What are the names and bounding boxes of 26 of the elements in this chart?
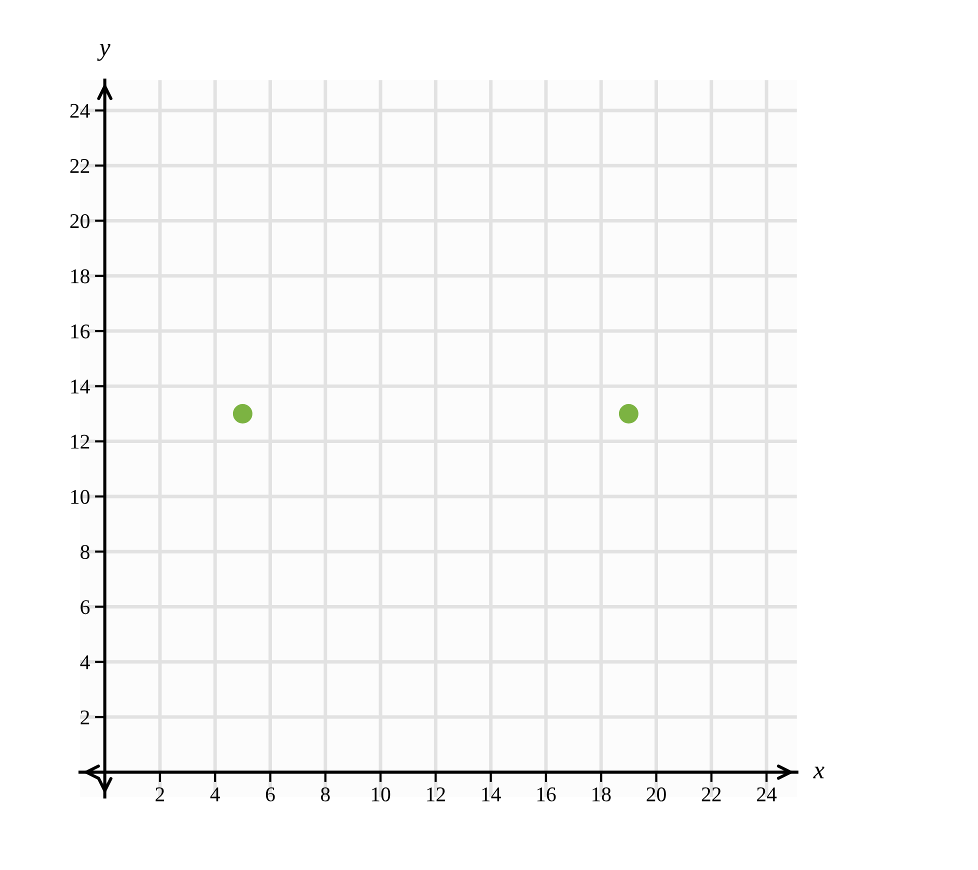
y-tick-label: 24 [70, 104, 90, 118]
y-tick-label: 6 [80, 600, 90, 614]
x-tick-label: 14 [482, 787, 501, 802]
x-tick-label: 12 [427, 787, 445, 802]
x-tick-label: 20 [646, 787, 666, 802]
x-tick-label: 2 [156, 787, 164, 802]
x-tick-label: 16 [537, 787, 556, 802]
y-tick-label: 12 [71, 434, 90, 449]
x-tick-label: 18 [592, 787, 611, 802]
x-tick-label: 4 [210, 788, 220, 802]
y-tick-label: 8 [80, 544, 90, 560]
y-tick-label: 22 [70, 159, 90, 173]
y-tick-label: 2 [80, 710, 90, 724]
y-tick-label: 20 [70, 214, 90, 228]
y-tick-label: 16 [71, 324, 90, 338]
x-tick-label: 24 [757, 787, 777, 802]
x-tick-label: 22 [702, 787, 721, 802]
y-tick-label: 18 [71, 269, 90, 284]
y-axis-title: y [97, 44, 110, 61]
x-tick-label: 10 [372, 787, 390, 802]
y-tick-label: 10 [71, 490, 90, 504]
x-tick-label: 6 [266, 787, 275, 802]
x-tick-label: 8 [320, 787, 330, 802]
y-tick-label: 14 [71, 380, 90, 394]
y-tick-label: 4 [80, 655, 90, 670]
x-axis-title: x [813, 766, 824, 778]
